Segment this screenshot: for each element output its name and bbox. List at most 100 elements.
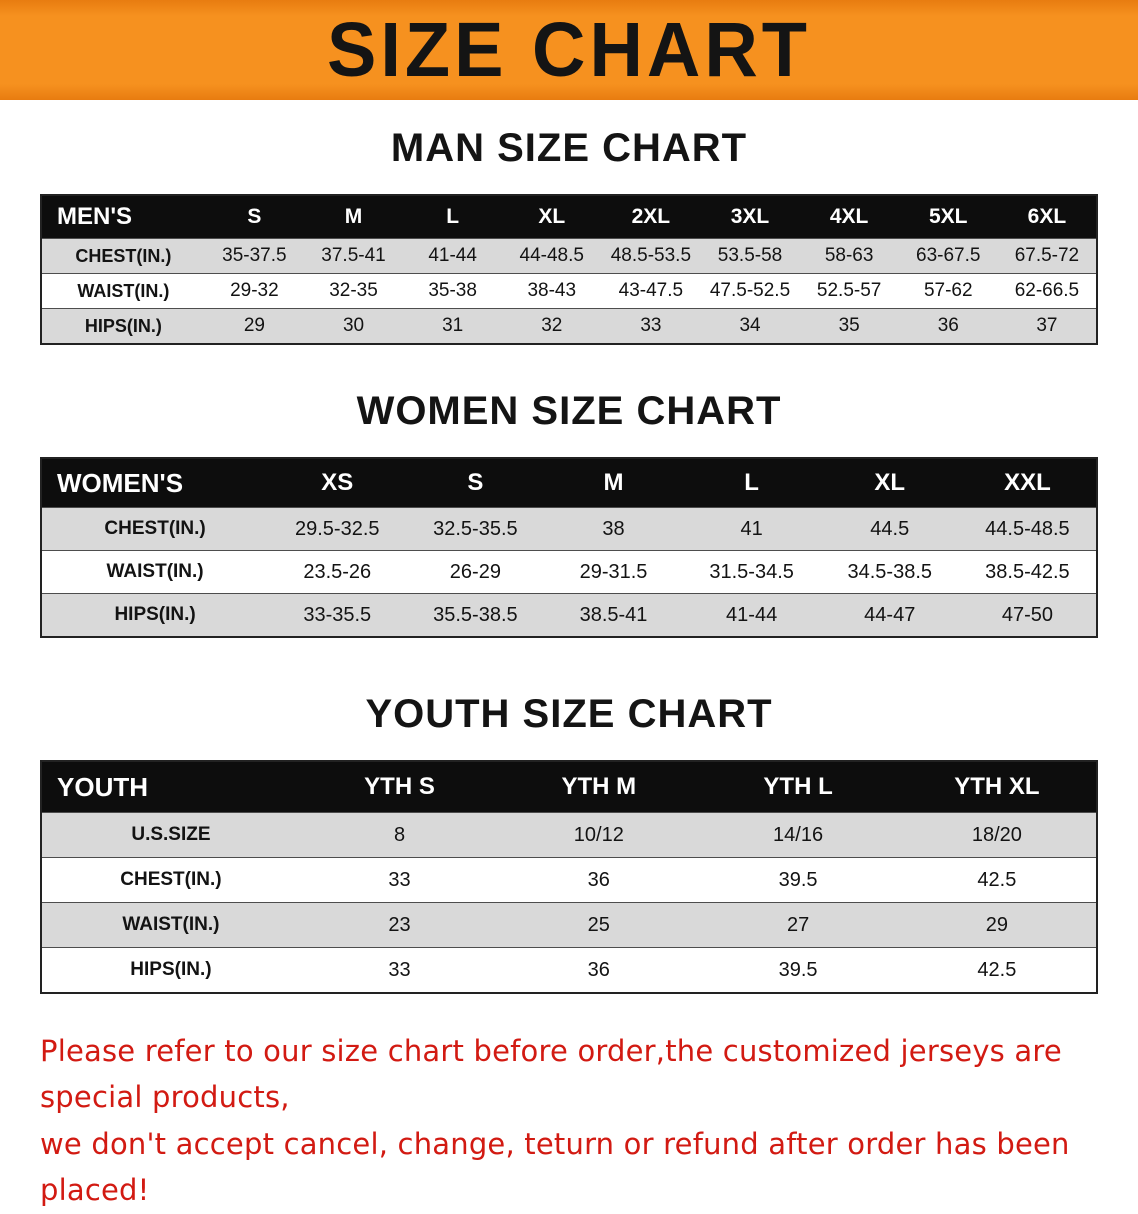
size-value-cell: 31 [403,308,503,345]
size-value-cell: 53.5-58 [700,238,800,274]
size-value-cell: 14/16 [698,812,898,858]
measurement-row: CHEST(IN.) 29.5-32.5 32.5-35.5 38 41 44.5 44.5… [41,507,1097,551]
size-value-cell: 36 [898,308,998,345]
size-value-cell: 34.5-38.5 [820,550,959,594]
measurement-row: WAIST(IN.) 29-32 32-35 35-38 38-43 43-47.5 47.… [41,273,1097,309]
size-column-header: 3XL [700,194,800,239]
size-column-header: YTH M [499,760,699,813]
size-value-cell: 63-67.5 [898,238,998,274]
size-value-cell: 38 [544,507,683,551]
order-policy-line-2: we don't accept cancel, change, teturn o… [40,1126,1070,1208]
measurement-row: HIPS(IN.) 33 36 39.5 42.5 [41,947,1097,994]
size-value-cell: 47.5-52.5 [700,273,800,309]
size-value-cell: 30 [303,308,404,345]
size-value-cell: 44-47 [820,593,959,638]
youth-section-heading: YOUTH SIZE CHART [365,692,773,736]
order-policy-note: Please refer to our size chart before or… [40,1028,1100,1214]
size-value-cell: 41-44 [403,238,503,274]
size-value-cell: 32-35 [303,273,404,309]
measurement-row-label: CHEST(IN.) [41,507,269,551]
measurement-row: CHEST(IN.) 35-37.5 37.5-41 41-44 44-48.5 48.5… [41,238,1097,274]
size-value-cell: 43-47.5 [601,273,701,309]
size-value-cell: 38-43 [502,273,602,309]
size-column-header: YTH XL [897,760,1097,813]
size-value-cell: 33-35.5 [268,593,407,638]
size-value-cell: 42.5 [897,947,1097,994]
size-column-header: YTH L [698,760,898,813]
size-value-cell: 29 [897,902,1097,948]
size-column-header: 4XL [799,194,899,239]
size-value-cell: 44-48.5 [502,238,602,274]
size-value-cell: 36 [499,947,699,994]
size-value-cell: 35-37.5 [204,238,304,274]
size-value-cell: 37.5-41 [303,238,404,274]
size-value-cell: 42.5 [897,857,1097,903]
size-column-header: S [406,457,545,508]
size-value-cell: 23.5-26 [268,550,407,594]
size-column-header: M [544,457,683,508]
size-value-cell: 39.5 [698,857,898,903]
order-policy-line-1: Please refer to our size chart before or… [40,1034,1062,1115]
size-value-cell: 34 [700,308,800,345]
size-value-cell: 35-38 [403,273,503,309]
measurement-row-label: HIPS(IN.) [41,308,205,345]
size-column-header: XXL [958,457,1097,508]
size-column-header: YTH S [299,760,500,813]
table-header-row: MEN'S S M L XL 2XL 3XL 4XL 5XL 6XL [41,194,1097,239]
size-value-cell: 52.5-57 [799,273,899,309]
size-value-cell: 41-44 [682,593,821,638]
size-value-cell: 29.5-32.5 [268,507,407,551]
size-value-cell: 32.5-35.5 [406,507,545,551]
size-column-header: XL [820,457,959,508]
size-value-cell: 35.5-38.5 [406,593,545,638]
measurement-row-label: HIPS(IN.) [41,593,269,638]
size-value-cell: 58-63 [799,238,899,274]
size-value-cell: 26-29 [406,550,545,594]
size-column-header: 2XL [601,194,701,239]
size-column-header: XL [502,194,602,239]
size-value-cell: 47-50 [958,593,1097,638]
size-value-cell: 39.5 [698,947,898,994]
size-value-cell: 29 [204,308,304,345]
measurement-row: HIPS(IN.) 33-35.5 35.5-38.5 38.5-41 41-44 44-… [41,593,1097,638]
measurement-row: U.S.SIZE 8 10/12 14/16 18/20 [41,812,1097,858]
size-value-cell: 44.5-48.5 [958,507,1097,551]
size-value-cell: 25 [499,902,699,948]
measurement-row-label: CHEST(IN.) [41,857,300,903]
youth-size-table: YOUTH YTH S YTH M YTH L YTH XL U.S.SIZE 8 10/12… [40,760,1098,994]
size-value-cell: 31.5-34.5 [682,550,821,594]
size-column-header: 5XL [898,194,998,239]
measurement-row: HIPS(IN.) 29 30 31 32 33 34 35 36 37 [41,308,1097,345]
measurement-row-label: WAIST(IN.) [41,902,300,948]
size-value-cell: 44.5 [820,507,959,551]
size-value-cell: 35 [799,308,899,345]
size-value-cell: 41 [682,507,821,551]
size-value-cell: 67.5-72 [997,238,1097,274]
measurement-row-label: WAIST(IN.) [41,273,205,309]
size-column-header: S [204,194,304,239]
size-value-cell: 23 [299,902,500,948]
size-value-cell: 29-32 [204,273,304,309]
size-column-header: M [303,194,404,239]
measurement-row: CHEST(IN.) 33 36 39.5 42.5 [41,857,1097,903]
size-value-cell: 38.5-42.5 [958,550,1097,594]
size-value-cell: 29-31.5 [544,550,683,594]
size-value-cell: 33 [299,857,500,903]
size-chart-banner: SIZE CHART [0,0,1138,100]
size-column-header: 6XL [997,194,1097,239]
size-value-cell: 38.5-41 [544,593,683,638]
table-header-row: YOUTH YTH S YTH M YTH L YTH XL [41,760,1097,813]
measurement-row: WAIST(IN.) 23.5-26 26-29 29-31.5 31.5-34.5 34… [41,550,1097,594]
size-value-cell: 62-66.5 [997,273,1097,309]
size-value-cell: 32 [502,308,602,345]
size-value-cell: 18/20 [897,812,1097,858]
measurement-row-label: WAIST(IN.) [41,550,269,594]
men-size-table: MEN'S S M L XL 2XL 3XL 4XL 5XL 6XL CHEST(IN.) 35-37… [40,194,1098,345]
size-value-cell: 10/12 [499,812,699,858]
measurement-row-label: CHEST(IN.) [41,238,205,274]
size-value-cell: 33 [601,308,701,345]
table-header-row: WOMEN'S XS S M L XL XXL [41,457,1097,508]
men-section-heading: MAN SIZE CHART [390,126,748,170]
size-value-cell: 27 [698,902,898,948]
size-column-header: XS [268,457,407,508]
